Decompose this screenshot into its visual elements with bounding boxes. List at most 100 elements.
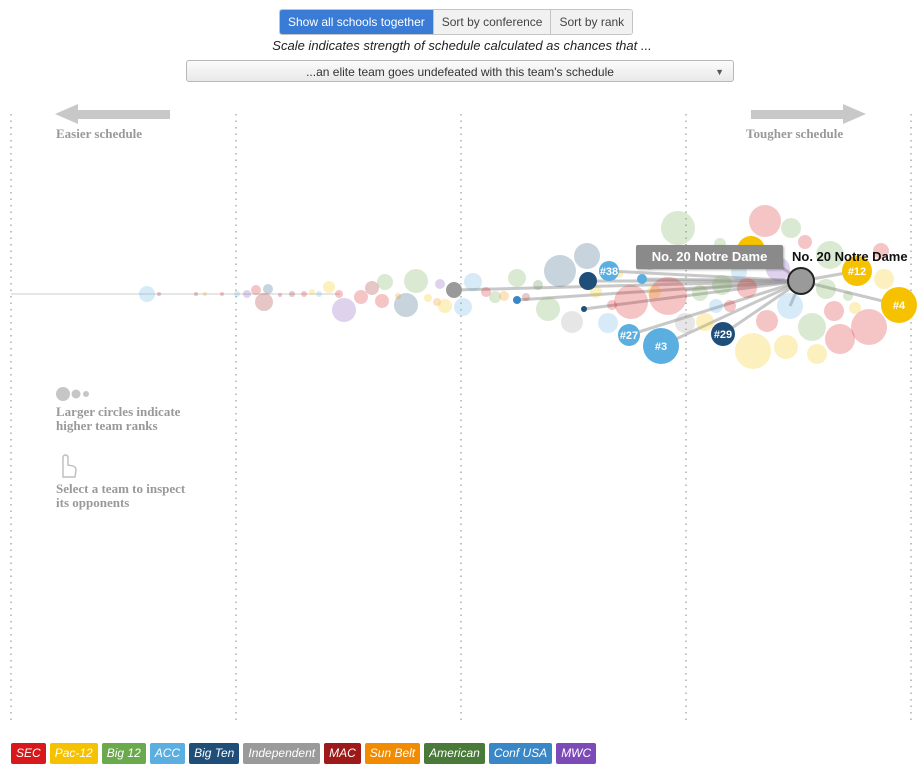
team-bubble[interactable] <box>874 269 894 289</box>
team-bubble[interactable] <box>661 211 695 245</box>
opponent-bubble[interactable] <box>446 282 462 298</box>
opponent-bubble[interactable] <box>579 272 597 290</box>
team-bubble[interactable] <box>533 280 543 290</box>
team-bubble[interactable] <box>649 277 687 315</box>
team-bubble[interactable] <box>243 290 251 298</box>
team-bubble[interactable] <box>798 313 826 341</box>
team-bubble[interactable] <box>454 298 472 316</box>
team-bubble[interactable] <box>735 333 771 369</box>
legend-chip-american[interactable]: American <box>424 743 485 764</box>
team-bubble[interactable] <box>777 293 803 319</box>
legend-chip-big-ten[interactable]: Big Ten <box>189 743 240 764</box>
team-bubble[interactable] <box>825 324 855 354</box>
team-bubble[interactable] <box>749 205 781 237</box>
legend-chip-pac-12[interactable]: Pac-12 <box>49 743 98 764</box>
team-bubble[interactable] <box>873 243 889 259</box>
opponent-bubble[interactable] <box>643 328 679 364</box>
opponent-bubble[interactable] <box>637 274 647 284</box>
team-bubble[interactable] <box>354 290 368 304</box>
team-bubble[interactable] <box>696 313 714 331</box>
team-bubble[interactable] <box>607 300 617 310</box>
opponent-bubble[interactable] <box>842 256 872 286</box>
team-bubble[interactable] <box>614 285 648 319</box>
legend-chip-conf-usa[interactable]: Conf USA <box>488 743 553 764</box>
team-bubble[interactable] <box>798 235 812 249</box>
tab-sort-conference[interactable]: Sort by conference <box>433 10 552 34</box>
team-bubble[interactable] <box>335 290 343 298</box>
legend-chip-mwc[interactable]: MWC <box>556 743 597 764</box>
team-bubble[interactable] <box>724 300 736 312</box>
team-bubble[interactable] <box>489 291 501 303</box>
team-bubble[interactable] <box>234 291 240 297</box>
legend-chip-acc[interactable]: ACC <box>149 743 186 764</box>
team-bubble[interactable] <box>499 291 509 301</box>
opponent-bubble[interactable] <box>618 324 640 346</box>
schedule-scale-select[interactable]: ...an elite team goes undefeated with th… <box>186 60 734 82</box>
tab-show-all[interactable]: Show all schools together <box>280 10 434 34</box>
team-bubble[interactable] <box>377 274 393 290</box>
tab-sort-rank[interactable]: Sort by rank <box>551 10 633 34</box>
team-bubble[interactable] <box>756 310 778 332</box>
team-bubble[interactable] <box>435 279 445 289</box>
team-bubble[interactable] <box>438 299 452 313</box>
team-bubble[interactable] <box>647 285 661 299</box>
team-bubble[interactable] <box>203 292 207 296</box>
opponent-bubble[interactable] <box>711 322 735 346</box>
team-bubble[interactable] <box>332 298 356 322</box>
team-bubble[interactable] <box>824 301 844 321</box>
team-bubble[interactable] <box>394 293 418 317</box>
team-bubble[interactable] <box>481 287 491 297</box>
legend-chip-big-12[interactable]: Big 12 <box>101 743 146 764</box>
team-bubble[interactable] <box>843 291 853 301</box>
team-bubble[interactable] <box>561 311 583 333</box>
opponent-bubble[interactable] <box>881 287 917 323</box>
team-bubble[interactable] <box>851 309 887 345</box>
team-bubble[interactable] <box>263 284 273 294</box>
team-bubble[interactable] <box>544 255 576 287</box>
team-bubble[interactable] <box>251 285 261 295</box>
team-bubble[interactable] <box>433 298 441 306</box>
team-bubble[interactable] <box>508 269 526 287</box>
team-bubble[interactable] <box>816 241 844 269</box>
team-bubble[interactable] <box>774 335 798 359</box>
team-bubble[interactable] <box>712 275 732 295</box>
team-bubble[interactable] <box>709 299 723 313</box>
team-bubble[interactable] <box>278 293 282 297</box>
team-bubble[interactable] <box>220 292 224 296</box>
team-bubble[interactable] <box>464 273 482 291</box>
team-bubble[interactable] <box>365 281 379 295</box>
team-bubble[interactable] <box>522 293 530 301</box>
legend-chip-mac[interactable]: MAC <box>324 743 361 764</box>
team-bubble[interactable] <box>598 313 618 333</box>
legend-chip-sun-belt[interactable]: Sun Belt <box>364 743 421 764</box>
team-bubble[interactable] <box>395 293 401 299</box>
team-bubble[interactable] <box>309 289 315 295</box>
legend-chip-independent[interactable]: Independent <box>243 743 321 764</box>
team-bubble[interactable] <box>194 292 198 296</box>
team-bubble[interactable] <box>692 285 708 301</box>
team-bubble[interactable] <box>574 243 600 269</box>
opponent-bubble[interactable] <box>581 306 587 312</box>
opponent-bubble[interactable] <box>513 296 521 304</box>
team-bubble[interactable] <box>816 279 836 299</box>
team-bubble[interactable] <box>807 344 827 364</box>
team-bubble[interactable] <box>289 291 295 297</box>
team-bubble[interactable] <box>849 302 861 314</box>
team-bubble[interactable] <box>375 294 389 308</box>
team-bubble[interactable] <box>316 291 322 297</box>
team-bubble[interactable] <box>675 313 695 333</box>
team-bubble[interactable] <box>323 281 335 293</box>
team-bubble[interactable] <box>301 291 307 297</box>
team-bubble[interactable] <box>590 286 602 298</box>
team-bubble[interactable] <box>424 294 432 302</box>
team-bubble[interactable] <box>536 297 560 321</box>
team-bubble[interactable] <box>404 269 428 293</box>
opponent-bubble[interactable] <box>599 261 619 281</box>
team-bubble[interactable] <box>737 278 757 298</box>
team-bubble[interactable] <box>781 218 801 238</box>
legend-chip-sec[interactable]: SEC <box>11 743 46 764</box>
selected-team-bubble[interactable] <box>787 267 815 295</box>
team-bubble[interactable] <box>157 292 161 296</box>
team-bubble[interactable] <box>139 286 155 302</box>
team-bubble[interactable] <box>255 293 273 311</box>
